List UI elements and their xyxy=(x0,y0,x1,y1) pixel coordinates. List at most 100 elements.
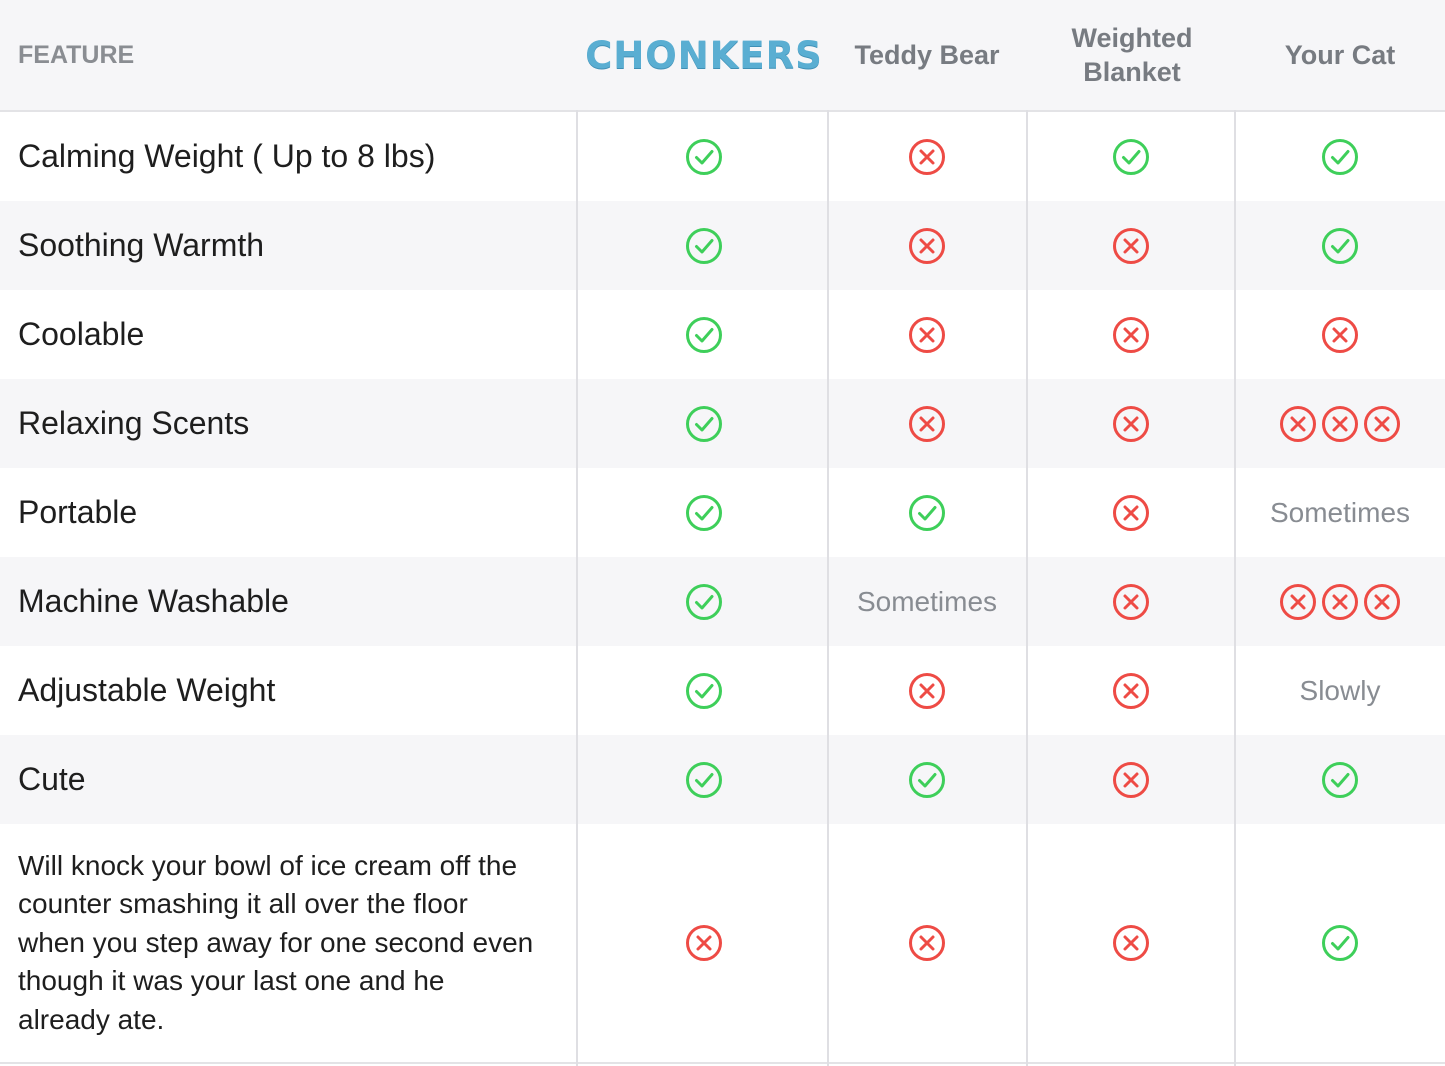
check-icon xyxy=(686,227,722,264)
table-cell xyxy=(828,379,1026,468)
table-cell xyxy=(828,646,1026,735)
table-row: Calming Weight ( Up to 8 lbs) xyxy=(0,112,1445,201)
feature-label: Calming Weight ( Up to 8 lbs) xyxy=(18,138,436,174)
table-cell xyxy=(1236,112,1444,201)
cross-icon xyxy=(909,672,945,709)
table-cell xyxy=(1028,557,1234,646)
table-row: Will knock your bowl of ice cream off th… xyxy=(0,824,1445,1064)
check-icon xyxy=(1322,138,1358,175)
table-cell xyxy=(828,201,1026,290)
cross-icon xyxy=(1113,316,1149,353)
cross-icon xyxy=(1113,761,1149,798)
table-cell xyxy=(582,646,826,735)
table-row: Coolable xyxy=(0,290,1445,379)
cross-icon xyxy=(1280,405,1316,442)
table-cell xyxy=(828,735,1026,824)
cross-icon xyxy=(1322,316,1358,353)
cross-icon xyxy=(909,316,945,353)
table-cell xyxy=(1028,112,1234,201)
table-cell xyxy=(582,379,826,468)
feature-label: Soothing Warmth xyxy=(18,227,265,263)
table-cell: Sometimes xyxy=(828,557,1026,646)
table-cell xyxy=(582,735,826,824)
table-cell xyxy=(1028,290,1234,379)
column-header-your-cat: Your Cat xyxy=(1284,40,1396,70)
column-header-weighted-blanket: Weighted Blanket xyxy=(1071,23,1193,87)
table-header: FEATURE CHONKERS Teddy Bear Weighted Bla… xyxy=(0,0,1445,112)
table-cell xyxy=(1236,735,1444,824)
check-icon xyxy=(686,672,722,709)
table-cell xyxy=(582,557,826,646)
cross-icon xyxy=(1322,583,1358,620)
table-cell xyxy=(1236,379,1444,468)
cell-text: Sometimes xyxy=(856,585,998,617)
check-icon xyxy=(909,761,945,798)
check-icon xyxy=(1322,227,1358,264)
table-cell xyxy=(582,201,826,290)
cross-icon xyxy=(909,405,945,442)
check-icon xyxy=(1322,925,1358,961)
check-icon xyxy=(1113,138,1149,175)
check-icon xyxy=(686,405,722,442)
table-cell xyxy=(1236,290,1444,379)
triple-cross-icon xyxy=(1279,583,1401,621)
column-divider xyxy=(576,110,578,1066)
check-icon xyxy=(686,761,722,798)
cross-icon xyxy=(686,925,722,961)
table-cell xyxy=(1236,201,1444,290)
column-divider xyxy=(1026,110,1028,1066)
table-cell xyxy=(828,112,1026,201)
table-cell xyxy=(828,824,1026,1062)
table-cell xyxy=(1028,646,1234,735)
table-cell xyxy=(1028,379,1234,468)
table-cell xyxy=(1028,468,1234,557)
cross-icon xyxy=(1322,405,1358,442)
table-cell xyxy=(582,824,826,1062)
check-icon xyxy=(909,494,945,531)
cross-icon xyxy=(1113,405,1149,442)
cross-icon xyxy=(909,138,945,175)
check-icon xyxy=(1322,761,1358,798)
cross-icon xyxy=(1113,583,1149,620)
cross-icon xyxy=(1113,672,1149,709)
table-cell xyxy=(1236,824,1444,1062)
table-cell xyxy=(582,290,826,379)
feature-column-header: FEATURE xyxy=(18,40,135,69)
column-divider xyxy=(827,110,829,1066)
cell-text: Slowly xyxy=(1299,674,1381,706)
triple-cross-icon xyxy=(1279,405,1401,443)
table-cell xyxy=(828,468,1026,557)
cross-icon xyxy=(1364,405,1400,442)
cross-icon xyxy=(909,925,945,961)
cell-text: Sometimes xyxy=(1269,496,1411,528)
column-divider xyxy=(1234,110,1236,1066)
feature-label: Portable xyxy=(18,494,138,530)
table-cell: Slowly xyxy=(1236,646,1444,735)
table-cell: Sometimes xyxy=(1236,468,1444,557)
check-icon xyxy=(686,583,722,620)
feature-label: Machine Washable xyxy=(18,583,289,619)
feature-label: Adjustable Weight xyxy=(18,672,276,708)
table-cell xyxy=(582,112,826,201)
check-icon xyxy=(686,138,722,175)
cross-icon xyxy=(1113,925,1149,961)
cross-icon xyxy=(909,227,945,264)
table-row: Relaxing Scents xyxy=(0,379,1445,468)
cross-icon xyxy=(1113,494,1149,531)
table-cell xyxy=(1236,557,1444,646)
table-row: Portable Sometimes xyxy=(0,468,1445,557)
cross-icon xyxy=(1280,583,1316,620)
feature-label: Will knock your bowl of ice cream off th… xyxy=(18,849,534,1035)
column-header-teddy-bear: Teddy Bear xyxy=(854,40,1000,70)
feature-label: Relaxing Scents xyxy=(18,405,250,441)
cross-icon xyxy=(1364,583,1400,620)
table-row: Machine Washable Sometimes xyxy=(0,557,1445,646)
table-cell xyxy=(828,290,1026,379)
feature-label: Cute xyxy=(18,761,86,797)
cross-icon xyxy=(1113,227,1149,264)
table-cell xyxy=(1028,201,1234,290)
table-cell xyxy=(582,468,826,557)
check-icon xyxy=(686,494,722,531)
column-header-chonkers: CHONKERS xyxy=(585,33,823,77)
